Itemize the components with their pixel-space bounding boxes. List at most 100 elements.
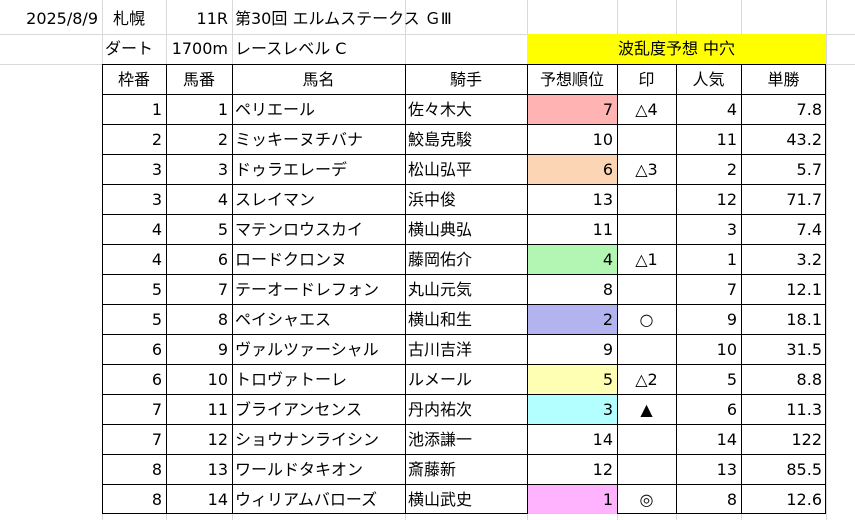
cell-umaban: 6 bbox=[217, 250, 228, 269]
cell-popularity: 6 bbox=[726, 400, 737, 419]
cell-waku: 2 bbox=[151, 130, 162, 149]
header-rank: 予想順位 bbox=[539, 70, 604, 89]
cell-mark bbox=[617, 455, 676, 484]
cell-popularity: 10 bbox=[716, 340, 737, 359]
cell-rank: 14 bbox=[592, 430, 613, 449]
cell-rank: 11 bbox=[592, 220, 613, 239]
cell-odds: 12.6 bbox=[786, 490, 822, 509]
cell-jockey: 佐々木大 bbox=[408, 100, 473, 119]
table-row-line bbox=[102, 334, 826, 335]
cell-waku: 7 bbox=[151, 400, 162, 419]
cell-waku: 5 bbox=[151, 280, 162, 299]
cell-horse-name: ペリエール bbox=[235, 100, 316, 119]
cell-mark bbox=[617, 425, 676, 454]
cell-umaban: 10 bbox=[207, 370, 228, 389]
cell-waku: 4 bbox=[151, 220, 162, 239]
table-column-line bbox=[676, 64, 677, 514]
cell-odds: 3.2 bbox=[796, 250, 822, 269]
cell-umaban: 14 bbox=[207, 490, 228, 509]
cell-jockey: 丹内祐次 bbox=[408, 400, 473, 419]
table-row-line bbox=[102, 94, 826, 95]
cell-odds: 7.4 bbox=[796, 220, 822, 239]
race-date: 2025/8/9 bbox=[26, 9, 98, 28]
cell-waku: 6 bbox=[151, 340, 162, 359]
rank-highlight bbox=[528, 95, 617, 124]
cell-odds: 11.3 bbox=[786, 400, 822, 419]
table-row-line bbox=[102, 184, 826, 185]
cell-odds: 122 bbox=[791, 430, 822, 449]
header-odds: 単勝 bbox=[767, 70, 800, 89]
cell-waku: 8 bbox=[151, 460, 162, 479]
cell-rank: 1 bbox=[602, 490, 613, 509]
cell-umaban: 3 bbox=[217, 160, 228, 179]
table-column-line bbox=[405, 64, 406, 514]
cell-popularity: 13 bbox=[716, 460, 737, 479]
cell-umaban: 12 bbox=[207, 430, 228, 449]
cell-mark: △1 bbox=[635, 250, 658, 269]
cell-odds: 31.5 bbox=[786, 340, 822, 359]
table-row-line bbox=[102, 454, 826, 455]
cell-waku: 8 bbox=[151, 490, 162, 509]
cell-odds: 85.5 bbox=[786, 460, 822, 479]
rank-highlight bbox=[528, 305, 617, 334]
table-row-line bbox=[102, 364, 826, 365]
gridline bbox=[826, 0, 827, 520]
cell-rank: 8 bbox=[602, 280, 613, 299]
cell-horse-name: ミッキーヌチバナ bbox=[235, 130, 364, 149]
cell-mark bbox=[617, 335, 676, 364]
cell-rank: 6 bbox=[602, 160, 613, 179]
cell-waku: 3 bbox=[151, 190, 162, 209]
cell-waku: 7 bbox=[151, 430, 162, 449]
race-surface: ダート bbox=[105, 39, 154, 58]
cell-jockey: 斎藤新 bbox=[408, 460, 457, 479]
cell-popularity: 5 bbox=[726, 370, 737, 389]
cell-rank: 13 bbox=[592, 190, 613, 209]
table-row-line bbox=[102, 484, 826, 485]
cell-rank: 12 bbox=[592, 460, 613, 479]
race-name: 第30回 エルムステークス ＧⅢ bbox=[235, 9, 452, 28]
cell-odds: 12.1 bbox=[786, 280, 822, 299]
cell-umaban: 11 bbox=[207, 400, 228, 419]
cell-umaban: 7 bbox=[217, 280, 228, 299]
cell-waku: 3 bbox=[151, 160, 162, 179]
cell-popularity: 11 bbox=[716, 130, 737, 149]
cell-odds: 43.2 bbox=[786, 130, 822, 149]
cell-horse-name: ペイシャエス bbox=[235, 310, 332, 329]
cell-popularity: 14 bbox=[716, 430, 737, 449]
header-popularity: 人気 bbox=[692, 70, 725, 89]
cell-jockey: 横山和生 bbox=[408, 310, 473, 329]
table-row-line bbox=[102, 424, 826, 425]
cell-horse-name: ウィリアムバローズ bbox=[235, 490, 378, 509]
rank-highlight bbox=[528, 485, 617, 514]
rank-highlight bbox=[528, 395, 617, 424]
cell-horse-name: ヴァルツァーシャル bbox=[235, 340, 379, 359]
cell-popularity: 9 bbox=[726, 310, 737, 329]
table-column-line bbox=[617, 64, 618, 514]
cell-mark bbox=[617, 185, 676, 214]
cell-mark: ▲ bbox=[640, 400, 653, 419]
cell-mark bbox=[617, 125, 676, 154]
cell-mark: ○ bbox=[639, 310, 654, 329]
cell-odds: 8.8 bbox=[796, 370, 822, 389]
gridline bbox=[0, 34, 855, 35]
header-waku: 枠番 bbox=[117, 70, 150, 89]
cell-odds: 5.7 bbox=[796, 160, 822, 179]
cell-mark: △2 bbox=[635, 370, 658, 389]
cell-popularity: 1 bbox=[726, 250, 737, 269]
table-row-line bbox=[102, 244, 826, 245]
table-row-line bbox=[102, 394, 826, 395]
cell-mark bbox=[617, 215, 676, 244]
forecast-highlight bbox=[527, 34, 826, 64]
table-column-line bbox=[741, 64, 742, 514]
entries-table bbox=[102, 64, 826, 514]
cell-popularity: 4 bbox=[726, 100, 737, 119]
cell-rank: 7 bbox=[602, 100, 613, 119]
rank-highlight bbox=[528, 245, 617, 274]
cell-mark: △3 bbox=[635, 160, 658, 179]
cell-mark: ◎ bbox=[639, 490, 654, 509]
cell-rank: 3 bbox=[602, 400, 613, 419]
header-umaban: 馬番 bbox=[182, 70, 215, 89]
cell-jockey: 横山典弘 bbox=[408, 220, 473, 239]
table-row-line bbox=[102, 154, 826, 155]
